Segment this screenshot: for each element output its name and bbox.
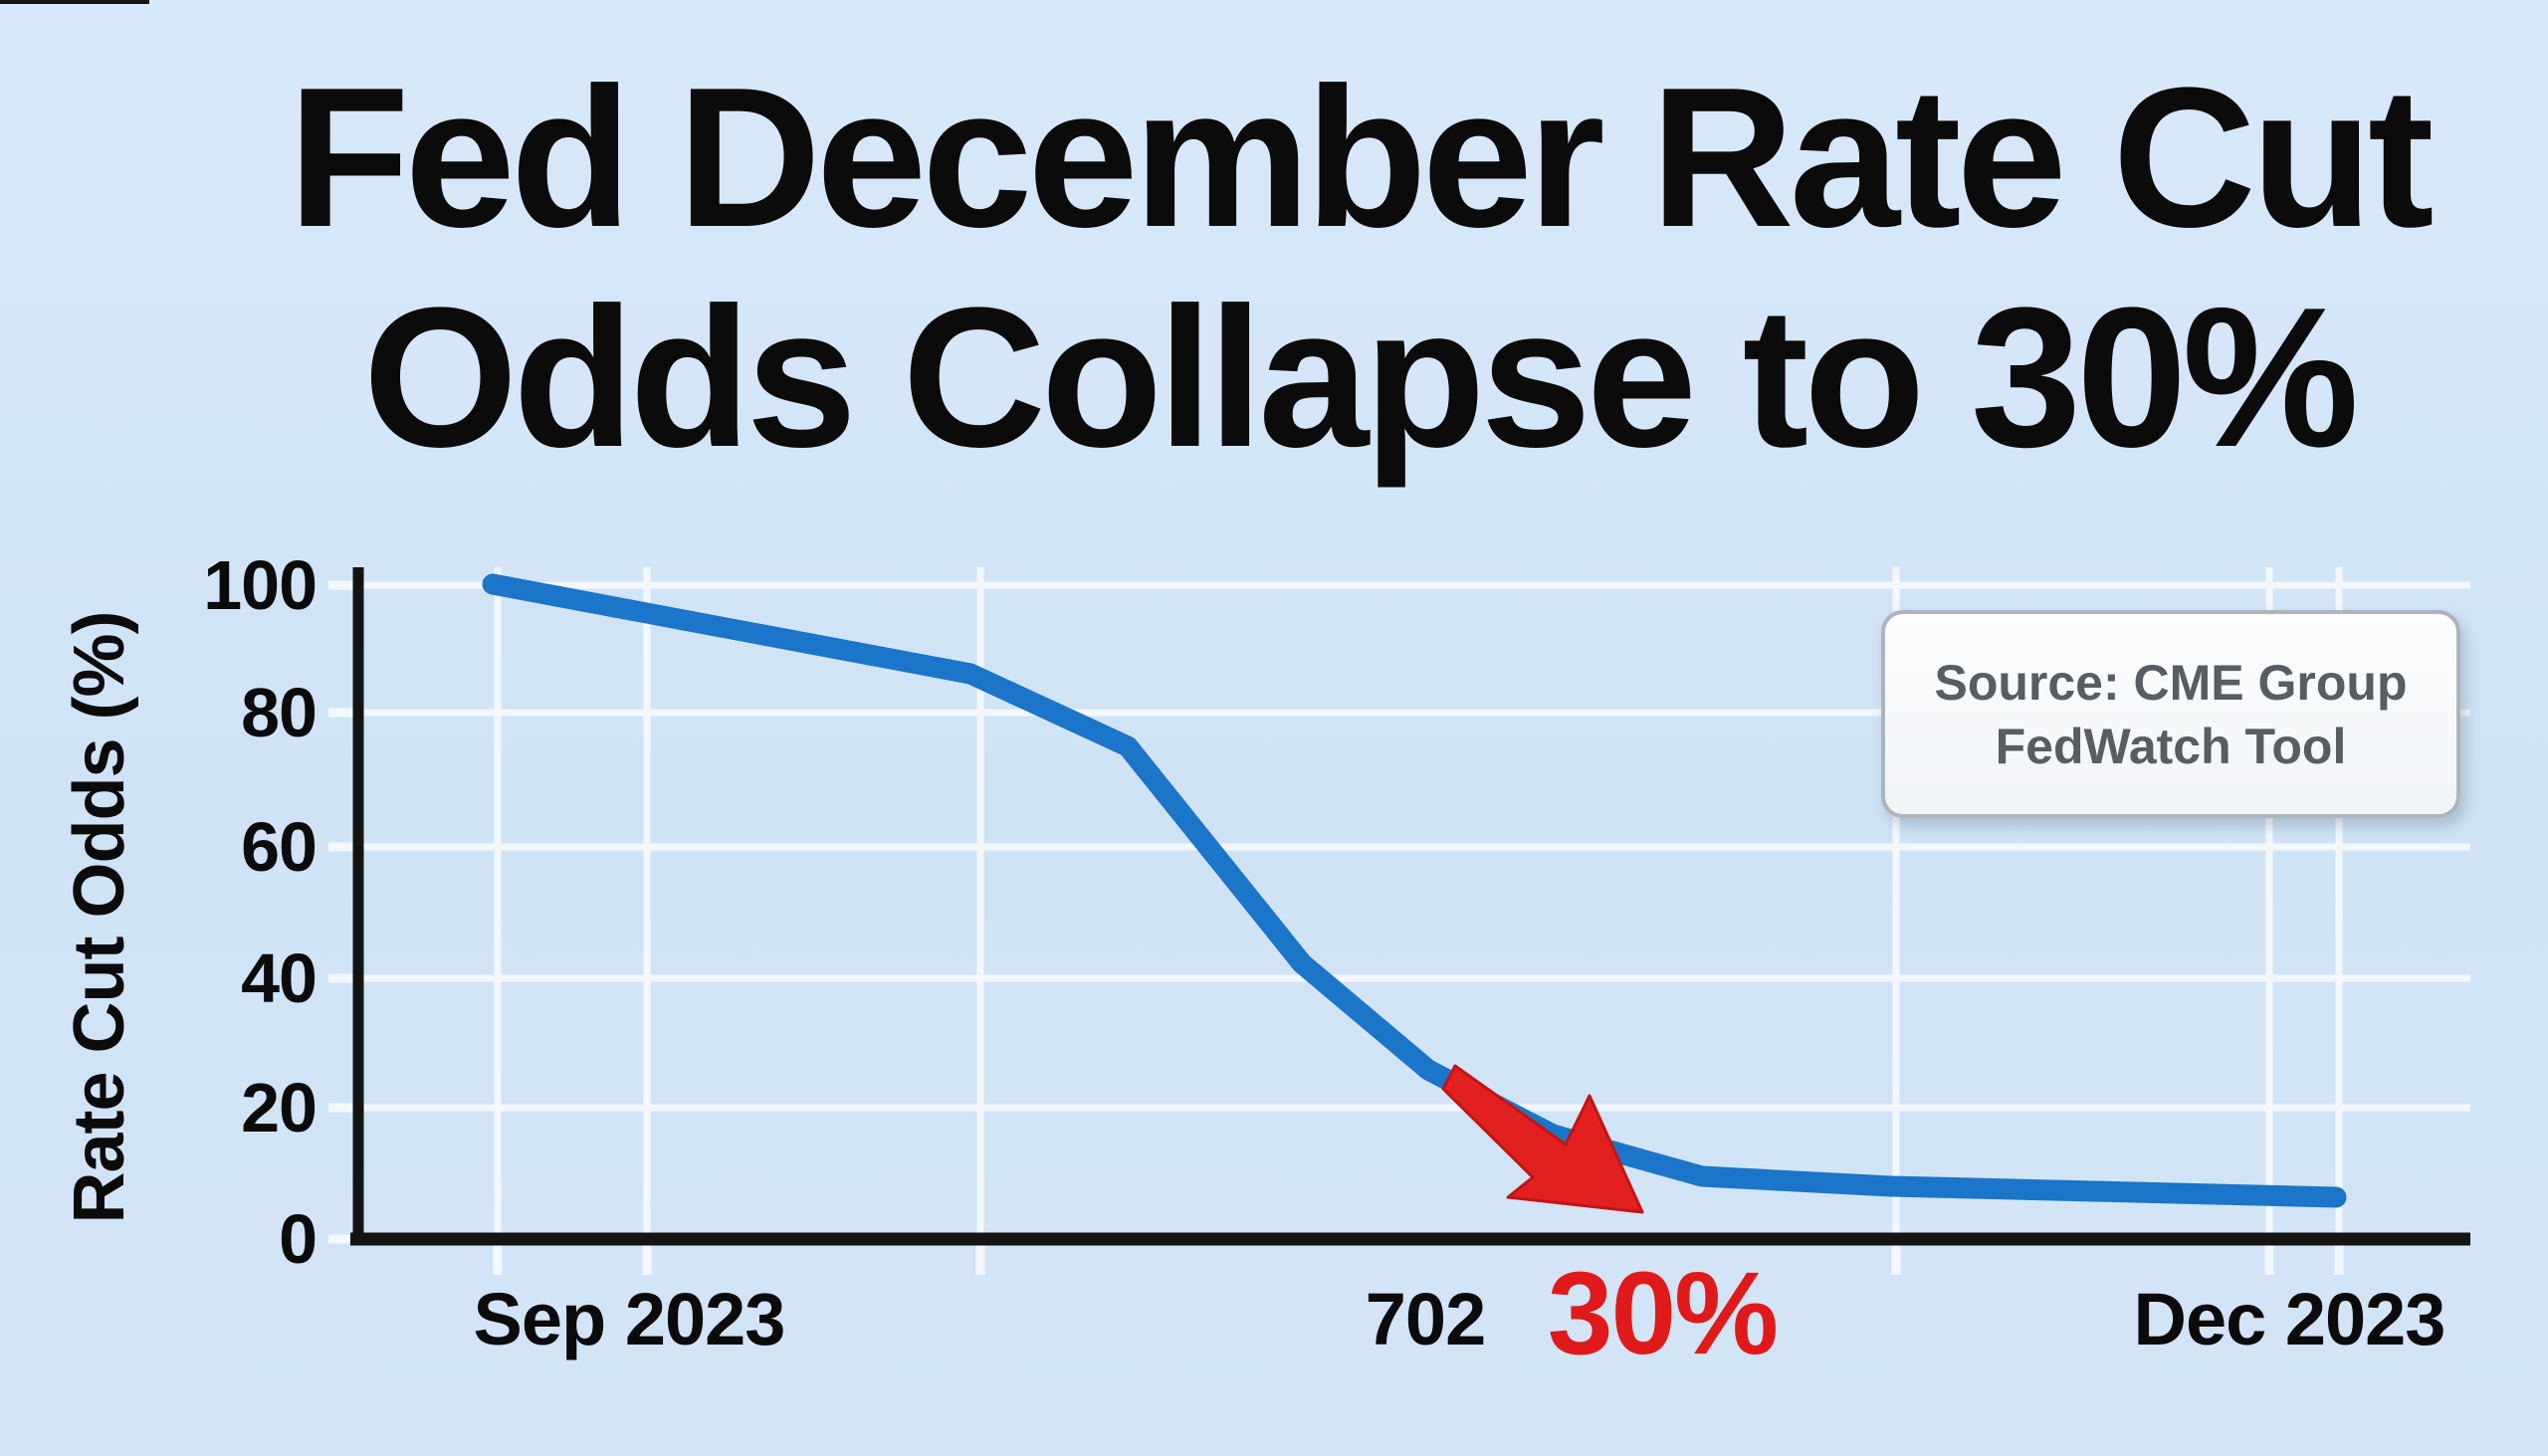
source-box: Source: CME Group FedWatch Tool	[1881, 610, 2460, 818]
y-tick-label-40: 40	[241, 939, 318, 1017]
y-tick-label-60: 60	[241, 808, 318, 886]
source-line-1: Source: CME Group	[1934, 654, 2408, 711]
x-tick-label-dec-2023: Dec 2023	[2133, 1278, 2446, 1360]
title-line-1: Fed December Rate Cut	[288, 47, 2434, 269]
top-left-corner-mark	[0, 0, 149, 4]
x-tick-label-702: 702	[1365, 1278, 1486, 1360]
y-tick-label-20: 20	[241, 1069, 318, 1146]
source-line-2: FedWatch Tool	[1995, 718, 2347, 774]
y-tick-label-100: 100	[203, 546, 318, 624]
y-tick-label-0: 0	[279, 1200, 318, 1278]
annotation-30-percent-label: 30%	[1547, 1248, 1779, 1379]
title-line-2: Odds Collapse to 30%	[362, 267, 2360, 489]
y-tick-label-80: 80	[241, 674, 318, 751]
collapse-arrow-icon	[1441, 1064, 1644, 1214]
odds-line-series	[482, 573, 2347, 1208]
page-title: Fed December Rate Cut Odds Collapse to 3…	[169, 48, 2548, 488]
x-tick-label-sep-2023: Sep 2023	[473, 1278, 786, 1360]
